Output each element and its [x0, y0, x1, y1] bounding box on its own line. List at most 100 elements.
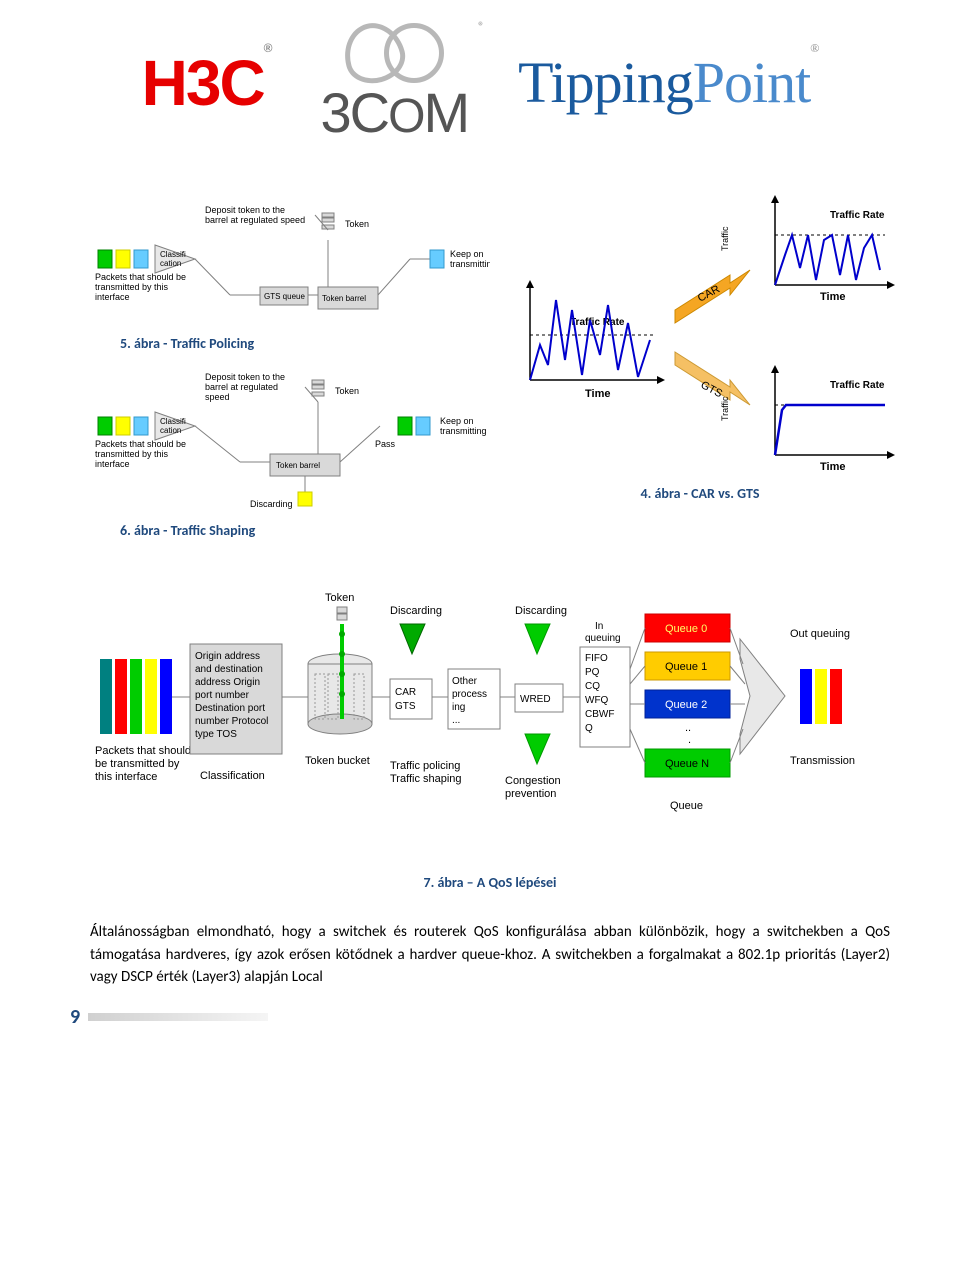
svg-text:interface: interface: [95, 292, 130, 302]
fig6-traffic-shaping: Packets that should be transmitted by th…: [90, 362, 490, 512]
svg-text:port number: port number: [195, 690, 250, 701]
h3c-text: H3C: [142, 47, 264, 119]
svg-text:WFQ: WFQ: [585, 695, 609, 706]
svg-text:Queue 1: Queue 1: [665, 661, 707, 673]
svg-text:Deposit token to the: Deposit token to the: [205, 372, 285, 382]
svg-text:Other: Other: [452, 676, 478, 687]
keep-on-label: Keep on: [450, 249, 484, 259]
traffic-rate-label: Traffic Rate: [830, 380, 885, 391]
deposit-label: Deposit token to the: [205, 205, 285, 215]
svg-text:this interface: this interface: [95, 771, 157, 783]
token-bucket-label: Token bucket: [305, 755, 370, 767]
car-gts-charts: Traffic Time Traffic Rate CAR: [500, 195, 900, 495]
svg-text:be transmitted by: be transmitted by: [95, 758, 180, 770]
queue-label: Queue: [670, 800, 703, 812]
svg-text:Discarding: Discarding: [390, 605, 442, 617]
svg-text:GTS: GTS: [395, 701, 416, 712]
fig5-traffic-policing: Packets that should be transmitted by th…: [90, 195, 490, 325]
classification-label: Classification: [200, 770, 265, 782]
svg-text:Destination port: Destination port: [195, 703, 265, 714]
h3c-logo: H3C®: [142, 46, 271, 120]
svg-text:interface: interface: [95, 459, 130, 469]
header-logo-row: H3C® ® 3COM TippingPoint®: [0, 0, 960, 155]
document-page: H3C® ® 3COM TippingPoint® P: [0, 0, 960, 1044]
reg-mark-icon: ®: [478, 20, 484, 34]
svg-text:GTS queue: GTS queue: [264, 292, 305, 301]
car-arrow-icon: CAR: [675, 270, 750, 323]
svg-text:Classifi: Classifi: [160, 250, 186, 259]
discarding-label: Discarding: [250, 499, 293, 509]
svg-text:Traffic policing: Traffic policing: [390, 760, 460, 772]
discard-triangle-2: [525, 624, 550, 654]
svg-text:Classifi: Classifi: [160, 417, 186, 426]
svg-text:In: In: [595, 621, 603, 632]
svg-text:cation: cation: [160, 426, 181, 435]
discard-triangle-3: [525, 734, 550, 764]
fig5-caption: 5. ábra - Traffic Policing: [120, 335, 490, 352]
threecom-text: 3COM: [321, 80, 469, 145]
svg-text:Packets that should be: Packets that should be: [95, 439, 186, 449]
time-label: Time: [820, 461, 845, 473]
traffic-rate-label: Traffic Rate: [570, 317, 625, 328]
svg-text:PQ: PQ: [585, 667, 600, 678]
token-label: Token: [345, 219, 369, 229]
svg-text:transmitted by this: transmitted by this: [95, 282, 169, 292]
svg-text:WRED: WRED: [520, 694, 551, 705]
body-paragraph: Általánosságban elmondható, hogy a switc…: [90, 921, 890, 989]
svg-text:FIFO: FIFO: [585, 653, 608, 664]
svg-text:Queue N: Queue N: [665, 758, 709, 770]
tipping-a: Tipping: [518, 50, 693, 115]
svg-text:barrel at regulated: barrel at regulated: [205, 382, 278, 392]
source-traffic-line: [530, 300, 650, 380]
gts-traffic-line: [775, 405, 885, 455]
fig4-car-vs-gts: Traffic Time Traffic Rate CAR: [500, 195, 900, 502]
svg-text:number Protocol: number Protocol: [195, 716, 268, 727]
discard-triangle-1: [400, 624, 425, 654]
packet-bar-blue: [160, 659, 172, 734]
svg-text:transmitted by this: transmitted by this: [95, 449, 169, 459]
svg-text:prevention: prevention: [505, 788, 556, 800]
traffic-rate-label: Traffic Rate: [830, 210, 885, 221]
tipping-b: Point: [693, 50, 811, 115]
svg-text:Queue 2: Queue 2: [665, 699, 707, 711]
svg-text:Congestion: Congestion: [505, 775, 561, 787]
packet-cyan: [134, 250, 148, 268]
packet-bar-green: [130, 659, 142, 734]
tippingpoint-logo: TippingPoint®: [518, 49, 818, 116]
svg-text:Token: Token: [335, 386, 359, 396]
token-bucket-icon: [308, 607, 372, 734]
svg-text:CBWF: CBWF: [585, 709, 614, 720]
svg-text:Traffic shaping: Traffic shaping: [390, 773, 462, 785]
svg-text:Traffic: Traffic: [720, 396, 730, 421]
svg-text:cation: cation: [160, 259, 181, 268]
svg-text:type TOS: type TOS: [195, 729, 237, 740]
threecom-rings-icon: ®: [324, 20, 464, 80]
svg-text:address Origin: address Origin: [195, 677, 260, 688]
threecom-logo: ® 3COM: [321, 20, 469, 145]
svg-text:queuing: queuing: [585, 633, 621, 644]
packet-bar-red: [115, 659, 127, 734]
pass-label: Pass: [375, 439, 396, 449]
svg-text:Discarding: Discarding: [515, 605, 567, 617]
page-number-block: 9: [70, 1005, 268, 1029]
fig7-caption: 7. ábra – A QoS lépései: [90, 874, 890, 891]
page-number: 9: [70, 1005, 80, 1029]
out-queuing-label: Out queuing: [790, 628, 850, 640]
svg-text:Token barrel: Token barrel: [322, 294, 366, 303]
svg-text:.: .: [688, 734, 691, 746]
svg-text:Packets that should: Packets that should: [95, 745, 191, 757]
time-label: Time: [820, 291, 845, 303]
time-label: Time: [585, 388, 610, 400]
packet-bar-yellow: [145, 659, 157, 734]
svg-text:speed: speed: [205, 392, 230, 402]
gts-arrow-icon: GTS: [675, 352, 750, 405]
packet-bar-teal: [100, 659, 112, 734]
car-traffic-line: [775, 235, 880, 285]
token-label: Token: [325, 592, 354, 604]
svg-text:and destination: and destination: [195, 664, 263, 675]
fig6-caption: 6. ábra - Traffic Shaping: [120, 522, 490, 539]
svg-text:Origin address: Origin address: [195, 651, 260, 662]
car-gts-box: [390, 679, 432, 719]
svg-text:ing: ing: [452, 702, 465, 713]
svg-text:process: process: [452, 689, 487, 700]
